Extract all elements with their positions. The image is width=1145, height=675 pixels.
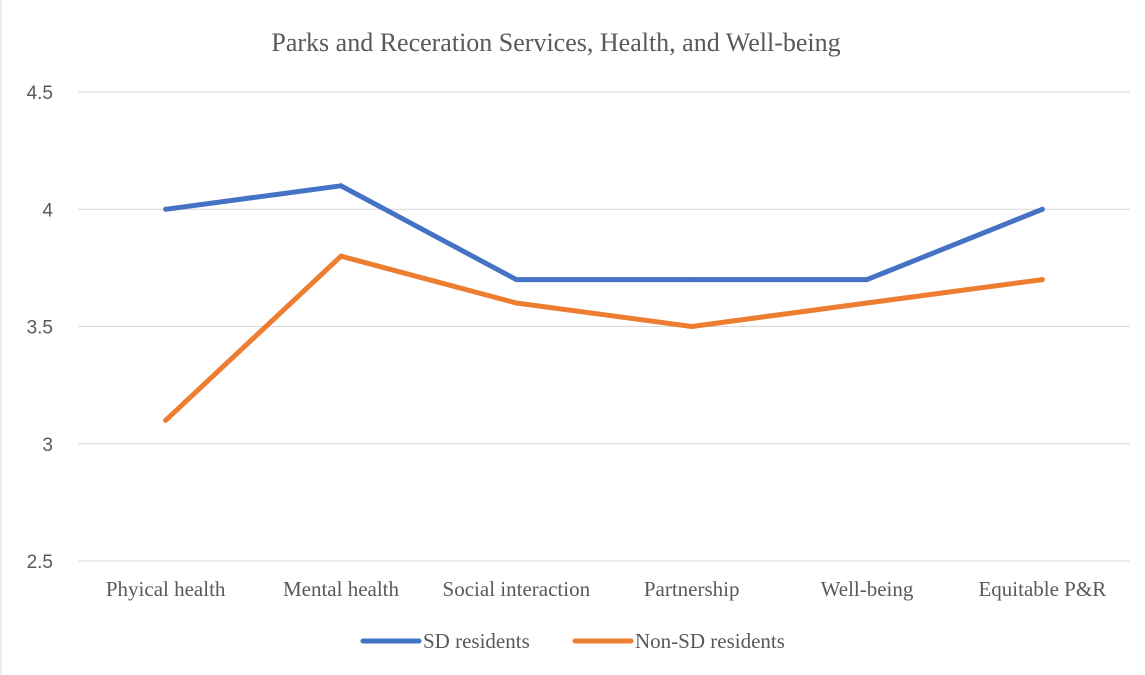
data-point [865,301,870,306]
data-point [865,277,870,282]
y-axis-ticks: 2.5 3 3.5 4 4.5 [27,83,54,573]
data-point [689,324,694,329]
series-line [166,186,1043,280]
y-tick-label: 3 [42,435,53,456]
y-tick-label: 4 [42,200,53,221]
legend-label: Non-SD residents [635,629,785,653]
x-axis-ticks: Phyical health Mental health Social intera… [106,577,1106,601]
y-tick-label: 4.5 [27,83,53,104]
x-tick-label: Well-being [821,577,914,601]
x-tick-label: Phyical health [106,577,226,601]
data-point [339,183,344,188]
gridlines [78,92,1130,561]
data-point [1040,277,1045,282]
legend-label: SD residents [423,629,530,653]
x-tick-label: Equitable P&R [978,577,1106,601]
data-point [163,207,168,212]
chart-title: Parks and Receration Services, Health, a… [271,28,840,57]
data-point [339,254,344,259]
x-tick-label: Social interaction [443,577,591,601]
data-point [163,418,168,423]
x-tick-label: Partnership [644,577,740,601]
data-point [1040,207,1045,212]
data-point [689,277,694,282]
x-tick-label: Mental health [283,577,400,601]
data-point [514,301,519,306]
data-point [514,277,519,282]
series-lines [163,183,1045,422]
y-tick-label: 2.5 [27,552,53,573]
legend: SD residents Non-SD residents [363,629,785,653]
y-tick-label: 3.5 [27,318,53,339]
